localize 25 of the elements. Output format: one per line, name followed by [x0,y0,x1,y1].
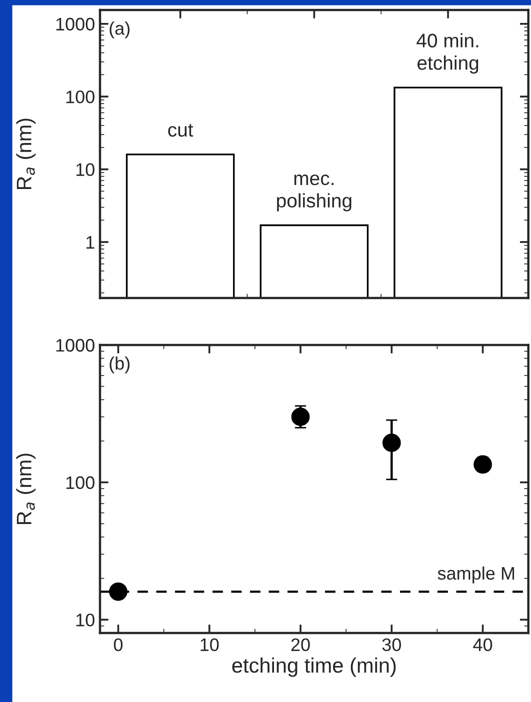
y-axis-title: R$_{a}$ (nm) [16,118,36,190]
y-tick-label: 1 [86,236,94,249]
ref-line-label: sample M [438,566,514,584]
y-tick-label: 100 [66,476,94,490]
x-tick-label: 40 min. etching [416,33,478,74]
x-tick-label: 20 [291,638,310,652]
point [109,582,128,601]
x-tick-label: 30 [382,638,401,652]
y-axis-title: R$_{a}$ (nm) [16,454,36,524]
x-tick-label: 10 [200,638,219,652]
y-tick-label: 1000 [56,18,94,31]
y-tick-label: 1000 [56,338,94,352]
point [291,408,310,426]
y-tick-label: 100 [66,90,94,104]
x-tick-label: 40 [473,638,492,652]
x-tick-label: mec. polishing [277,174,352,212]
point [474,455,492,474]
x-tick-label: cut [168,124,194,137]
x-axis-title: etching time (min) [232,657,396,677]
y-tick-label: 10 [76,614,94,626]
annotation: (b) [110,356,130,374]
point [382,434,401,452]
annotation: (a) [110,22,130,38]
x-tick-label: 0 [114,638,123,652]
y-tick-label: 10 [76,163,94,176]
